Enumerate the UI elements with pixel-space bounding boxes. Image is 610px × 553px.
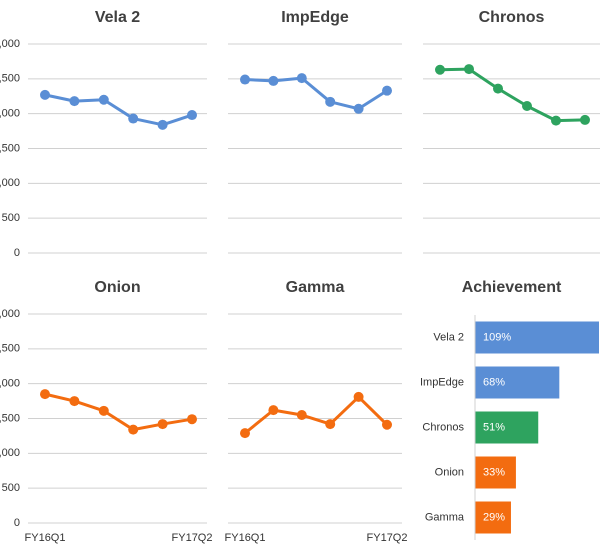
value-label: 109% [483, 331, 511, 343]
bar [475, 501, 511, 534]
data-point [296, 73, 307, 84]
series-line [244, 76, 388, 111]
data-point [240, 428, 250, 439]
data-point [98, 405, 109, 416]
category-label: Vela 2 [433, 331, 464, 343]
data-point [187, 414, 197, 425]
y-tick-label: 2,000 [0, 378, 20, 390]
y-tick-label: 2,000 [0, 108, 20, 120]
bar-group [475, 321, 599, 534]
data-point [40, 89, 50, 100]
bar [475, 456, 516, 489]
y-tick-label: 3,000 [0, 38, 20, 50]
bar [475, 411, 539, 444]
x-tick-label: FY16Q1 [225, 532, 266, 544]
y-tick-label: 1,500 [0, 412, 20, 424]
series-line [244, 395, 389, 435]
value-label: 68% [483, 376, 505, 388]
data-point [40, 389, 50, 400]
bar [475, 321, 599, 354]
chart-title: Onion [94, 279, 140, 296]
series-line [439, 67, 586, 123]
data-point [240, 74, 250, 85]
data-point [187, 110, 197, 121]
data-point [522, 101, 532, 112]
data-point [157, 119, 168, 130]
data-point [325, 419, 336, 430]
chart-title: ImpEdge [281, 9, 349, 26]
y-tick-label: 0 [14, 247, 20, 259]
y-tick-label: 0 [14, 517, 20, 529]
series-line [44, 392, 193, 432]
data-point [296, 410, 307, 421]
value-label: 33% [483, 466, 505, 478]
data-point [157, 419, 168, 430]
data-point [128, 424, 139, 435]
y-tick-label: 1,000 [0, 177, 20, 189]
y-tick-label: 1,500 [0, 142, 20, 154]
series-line [44, 93, 193, 127]
x-tick-label: FY17Q2 [367, 532, 408, 544]
value-label: 29% [483, 511, 505, 523]
data-point [325, 96, 336, 107]
data-point [464, 64, 474, 75]
category-label: Gamma [425, 511, 465, 523]
y-tick-label: 3,000 [0, 308, 20, 320]
data-point [128, 113, 139, 124]
data-point [435, 64, 445, 75]
data-point [382, 419, 392, 430]
chart-title: Chronos [479, 9, 545, 26]
category-label: Onion [435, 466, 464, 478]
x-tick-label: FY17Q2 [172, 532, 213, 544]
value-label: 51% [483, 421, 505, 433]
y-tick-label: 2,500 [0, 343, 20, 355]
y-tick-label: 500 [2, 212, 20, 224]
data-point [493, 83, 503, 94]
data-point [353, 103, 364, 114]
chart-title: Gamma [286, 279, 345, 296]
bar [475, 366, 560, 399]
y-tick-label: 500 [2, 482, 20, 494]
data-point [382, 85, 392, 96]
category-label: Chronos [422, 421, 464, 433]
x-tick-label: FY16Q1 [25, 532, 66, 544]
data-point [551, 115, 561, 126]
data-point [98, 94, 109, 105]
data-point [268, 75, 279, 86]
data-point [69, 396, 80, 407]
data-point [69, 96, 80, 107]
y-tick-label: 1,000 [0, 447, 20, 459]
y-tick-label: 2,500 [0, 73, 20, 85]
category-label: ImpEdge [420, 376, 464, 388]
data-point [268, 405, 279, 416]
chart-title: Achievement [462, 279, 562, 296]
data-point [580, 114, 590, 125]
data-point [353, 391, 364, 402]
chart-title: Vela 2 [95, 9, 140, 26]
